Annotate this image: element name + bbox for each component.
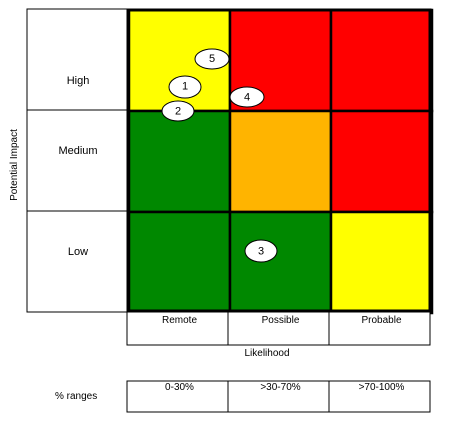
risk-marker-label: 3 (258, 246, 264, 258)
risk-marker-label: 5 (209, 53, 215, 65)
heatmap-cell (329, 210, 434, 315)
row-label: Medium (58, 145, 97, 157)
risk-marker-label: 1 (182, 81, 188, 93)
column-label: Possible (262, 315, 300, 326)
row-label: Low (68, 246, 88, 258)
column-label: Remote (162, 315, 197, 326)
range-label: 0-30% (165, 382, 194, 393)
y-axis-label: Potential Impact (9, 129, 20, 201)
ranges-panel (126, 380, 431, 413)
column-labels: Remote Possible Probable (162, 315, 402, 326)
heatmap-cell (228, 210, 333, 315)
heatmap-cell (329, 8, 434, 113)
heatmap-cell (127, 210, 232, 315)
risk-marker (161, 100, 195, 122)
risk-marker (229, 86, 265, 108)
grid-border (126, 8, 432, 313)
x-axis-label: Likelihood (244, 348, 289, 359)
heatmap-cell (228, 109, 333, 214)
risk-marker (244, 239, 278, 263)
risk-marker (194, 48, 230, 70)
heatmap-cell (127, 109, 232, 214)
risk-marker-label: 4 (244, 92, 250, 104)
heatmap-cell (329, 109, 434, 214)
risk-markers: 5 1 2 4 3 (161, 48, 278, 263)
column-label: Probable (361, 315, 401, 326)
heatmap-cells (127, 8, 434, 315)
row-label: High (67, 75, 90, 87)
risk-marker-label: 2 (175, 106, 181, 118)
range-labels: 0-30% >30-70% >70-100% (165, 382, 404, 393)
row-labels: High Medium Low (58, 75, 97, 258)
ranges-label: % ranges (55, 391, 97, 402)
row-label-panel (26, 8, 130, 313)
range-label: >30-70% (260, 382, 300, 393)
range-label: >70-100% (359, 382, 405, 393)
risk-marker (168, 75, 202, 99)
column-label-panel (126, 311, 431, 346)
